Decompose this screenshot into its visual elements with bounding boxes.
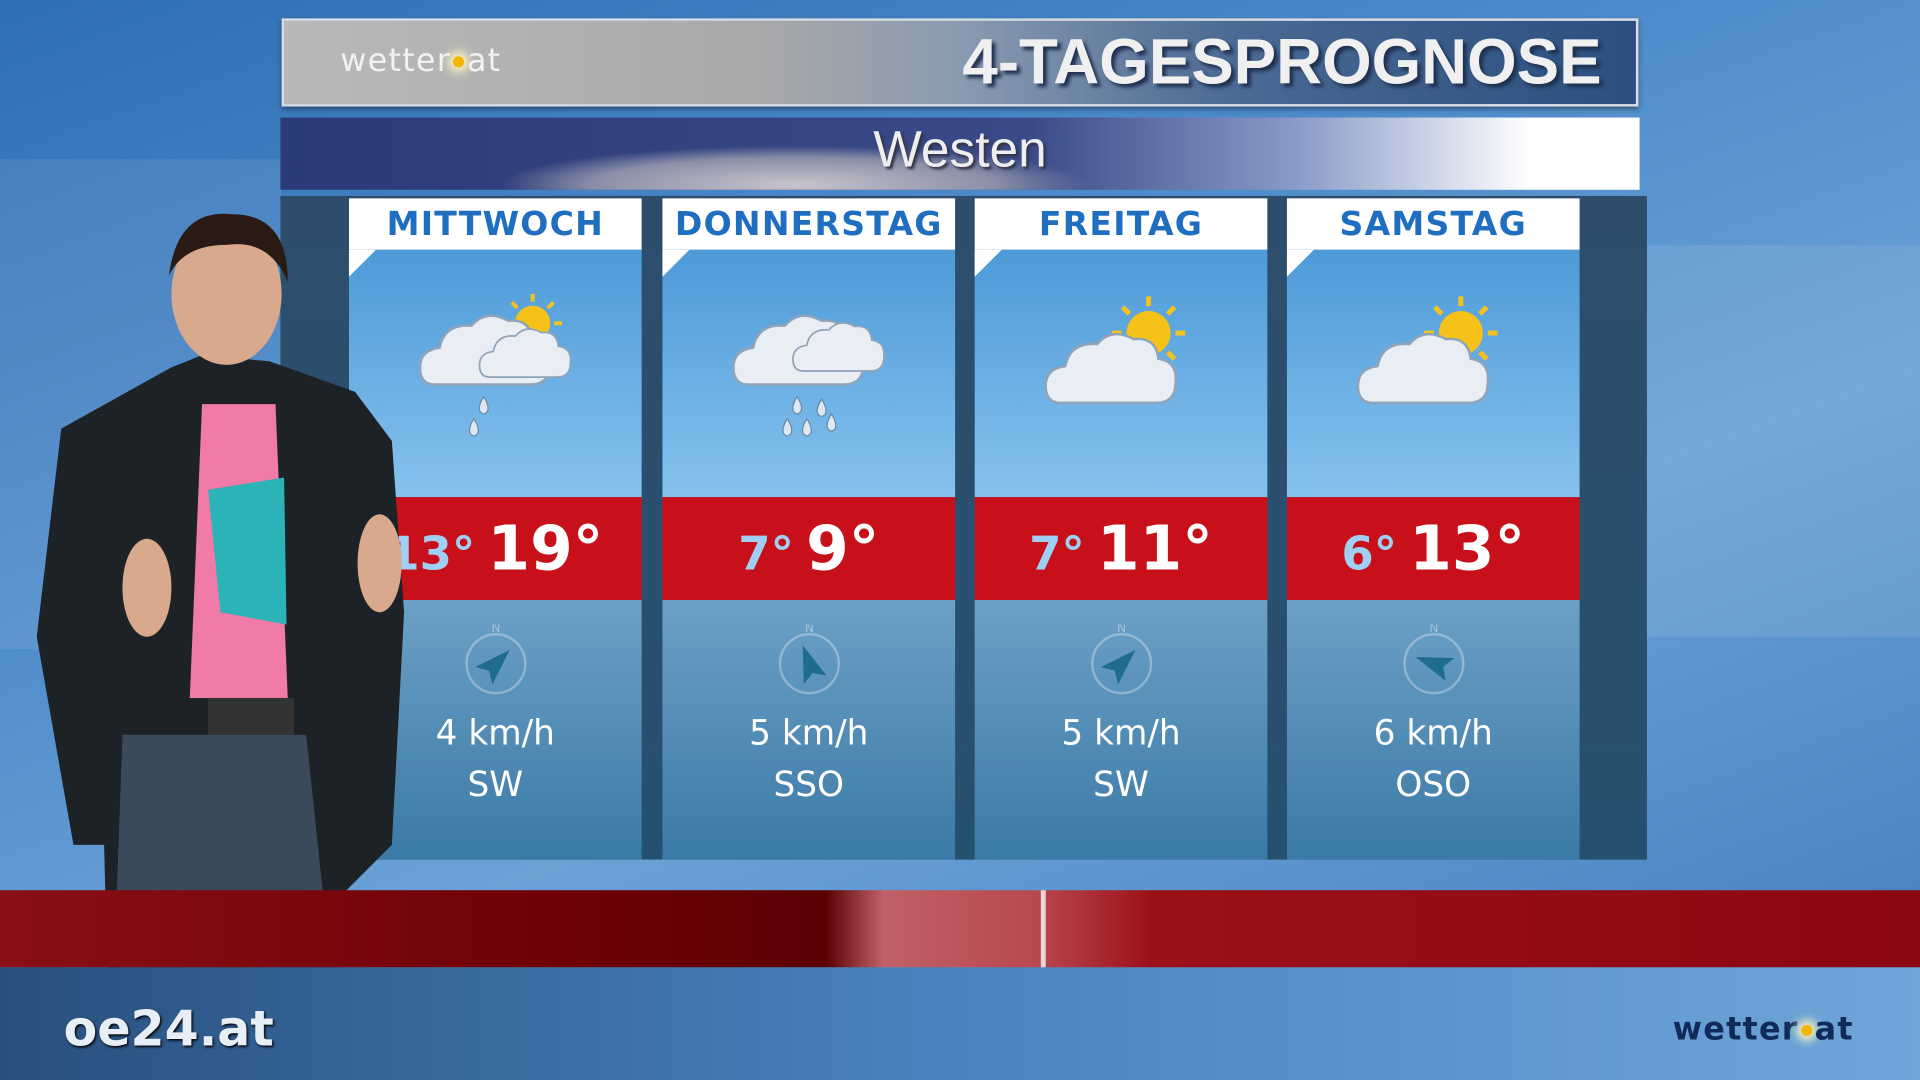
wind-speed: 5 km/h [749,712,869,754]
background-tile [1646,244,1920,637]
wind-speed: 6 km/h [1373,712,1493,754]
wind-compass-icon: N [1090,624,1152,695]
wind-compass-icon: N [1402,624,1464,695]
wind-compass-icon: N [464,624,526,695]
day-column-samstag: SAMSTAG 6° 13° N 6 km/h OSO [1286,198,1580,860]
day-name: SAMSTAG [1286,198,1580,250]
svg-text:N: N [1116,624,1125,634]
min-temp: 6° [1341,526,1398,581]
wind-speed: 4 km/h [435,712,555,754]
region-bar: Westen [280,117,1640,190]
weather-icon-area [662,249,956,498]
svg-text:N: N [1429,624,1438,634]
day-name: MITTWOCH [348,198,642,250]
wind-compass-icon: N [778,624,840,695]
max-temp: 13° [1409,513,1526,585]
cloud-rain-icon [732,314,885,437]
wind-direction: SSO [773,764,845,805]
sun-icon [453,56,465,68]
min-temp: 13° [387,526,476,581]
min-temp: 7° [738,526,794,581]
wind-speed: 5 km/h [1061,712,1181,754]
cloud-sun-rain-icon [418,293,572,437]
day-column-donnerstag: DONNERSTAG 7° 9° N 5 km/h SSO [662,198,956,860]
wind-direction: OSO [1395,764,1472,805]
weather-icon-area [1286,249,1580,498]
sun-cloud-icon [1044,296,1186,405]
sun-cloud-icon [1356,296,1498,405]
region-title: Westen [873,120,1047,178]
ticker-divider [1040,890,1046,968]
svg-text:N: N [491,624,500,634]
wind-area: N 5 km/h SW [974,600,1268,860]
max-temp: 11° [1097,513,1213,585]
weather-icon-area [348,249,642,498]
max-temp: 9° [806,513,880,585]
min-temp: 7° [1029,526,1085,581]
sun-icon [1801,1024,1813,1036]
day-column-freitag: FREITAG 7° 11° N 5 km/h SW [974,198,1268,860]
wind-direction: SW [1093,764,1149,805]
wind-direction: SW [467,764,524,805]
wind-area: N 6 km/h OSO [1286,600,1580,860]
wetter-logo: wetter at [340,42,502,80]
temperature-band: 6° 13° [1286,497,1580,601]
temperature-band: 7° 9° [662,497,956,601]
temperature-band: 7° 11° [974,497,1268,601]
page-title: 4-TAGESPROGNOSE [962,26,1602,98]
day-name: FREITAG [974,198,1268,250]
title-bar: wetter at 4-TAGESPROGNOSE [281,18,1639,107]
bottom-strip [0,967,1920,1080]
max-temp: 19° [487,513,604,585]
channel-logo: oe24.at [63,1001,274,1058]
day-name: DONNERSTAG [662,198,956,250]
news-ticker-bar [0,890,1920,968]
wind-area: N 5 km/h SSO [662,600,956,860]
weather-icon-area [974,249,1268,498]
footer-wetter-logo: wetter at [1672,1011,1854,1049]
svg-text:N: N [804,624,813,634]
